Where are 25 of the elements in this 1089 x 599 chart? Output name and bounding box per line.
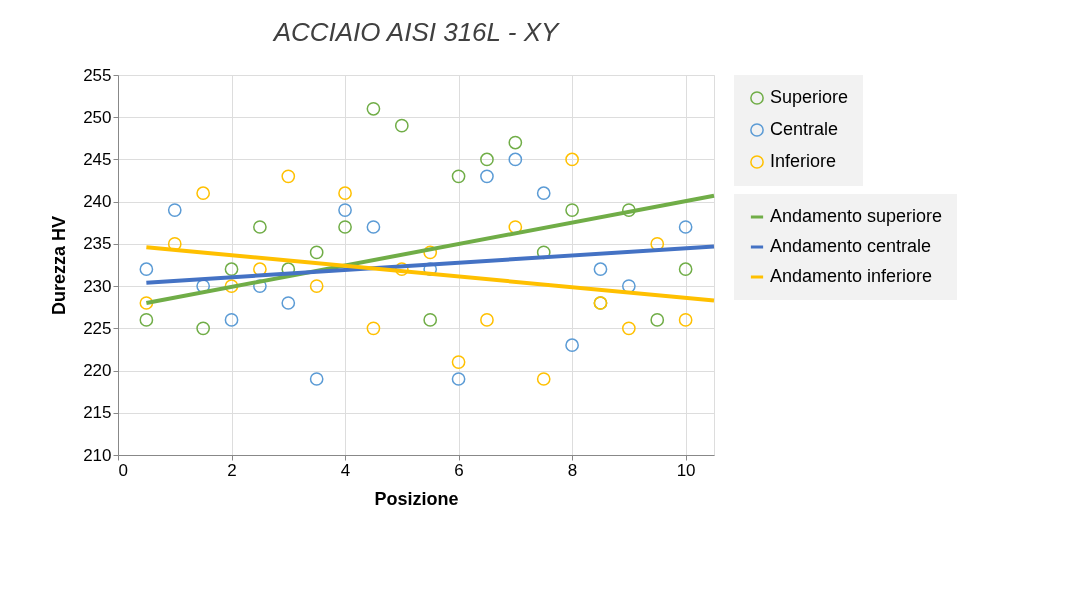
legend-label: Centrale: [770, 119, 839, 139]
y-axis-title: Durezza HV: [49, 215, 70, 316]
y-tick-label: 215: [83, 403, 112, 423]
x-tick-label: 0: [118, 460, 128, 480]
x-axis-title: Posizione: [374, 488, 459, 509]
y-tick-label: 250: [83, 107, 112, 127]
legend-label: Andamento superiore: [770, 206, 943, 226]
y-tick-label: 210: [83, 445, 112, 465]
legend-label: Andamento inferiore: [770, 266, 933, 286]
chart-title: ACCIAIO AISI 316L - XY: [271, 17, 560, 47]
y-tick-label: 240: [83, 192, 112, 212]
y-tick-label: 230: [83, 276, 112, 296]
y-tick-label: 245: [83, 149, 112, 169]
x-tick-label: 10: [676, 460, 696, 480]
legend-label: Inferiore: [770, 151, 837, 171]
x-tick-label: 8: [567, 460, 578, 480]
x-tick-label: 4: [340, 460, 351, 480]
legend-label: Superiore: [770, 87, 849, 107]
y-tick-label: 255: [83, 65, 112, 85]
legend-label: Andamento centrale: [770, 236, 932, 256]
x-tick-label: 2: [227, 460, 237, 480]
y-tick-label: 225: [83, 318, 112, 338]
x-tick-label: 6: [454, 460, 464, 480]
y-tick-label: 220: [83, 361, 112, 381]
y-tick-label: 235: [83, 234, 112, 254]
